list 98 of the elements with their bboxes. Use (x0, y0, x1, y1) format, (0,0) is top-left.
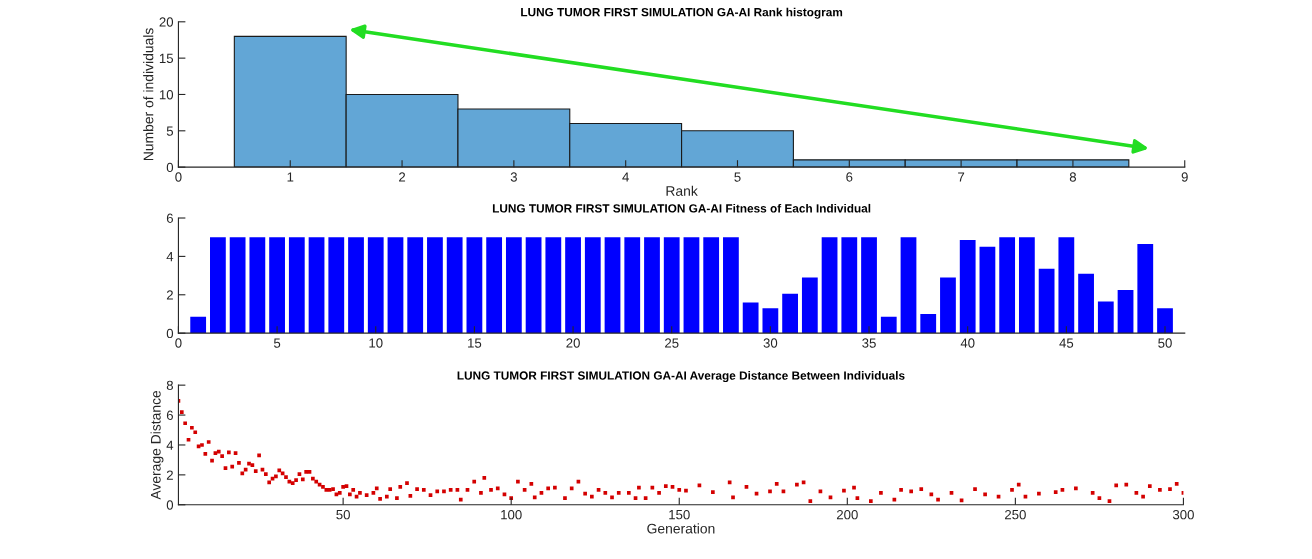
bar (1097, 301, 1114, 334)
x-tick-label: 35 (862, 338, 876, 348)
chart-title: LUNG TUMOR FIRST SIMULATION GA-AI Fitness of Each Individual (492, 203, 871, 213)
x-tick-label: 0 (175, 338, 182, 348)
bar (1078, 273, 1094, 334)
bar (801, 277, 818, 334)
x-tick-label: 25 (665, 338, 679, 348)
y-tick-label: 4 (166, 440, 174, 450)
bar (565, 237, 581, 334)
bar (624, 237, 641, 334)
x-tick-label: 10 (369, 338, 383, 348)
x-tick-label: 250 (1005, 509, 1026, 520)
x-tick-label: 150 (669, 509, 690, 520)
x-tick-label: 15 (468, 338, 482, 348)
bar (979, 246, 996, 334)
bar (229, 237, 246, 334)
bar (545, 237, 562, 334)
bar (1157, 308, 1173, 334)
bar (959, 240, 976, 334)
bar (900, 237, 917, 334)
bar (584, 237, 601, 334)
y-tick-label: 6 (166, 410, 173, 420)
bar (249, 237, 266, 334)
bar (1038, 268, 1055, 334)
bar (210, 237, 226, 334)
x-tick-label: 2 (399, 172, 406, 182)
x-tick-label: 45 (1059, 338, 1074, 348)
bar (486, 237, 503, 334)
y-tick-label: 15 (159, 53, 174, 64)
x-tick-label: 100 (501, 509, 522, 520)
y-tick-label: 20 (159, 17, 174, 27)
x-axis-title: Generation (647, 523, 715, 534)
bar (663, 237, 680, 334)
x-tick-label: 40 (960, 338, 975, 348)
y-tick-label: 2 (166, 290, 173, 300)
bar (683, 237, 700, 334)
bar (387, 237, 404, 334)
x-tick-label: 20 (566, 338, 580, 348)
x-tick-label: 6 (846, 172, 853, 182)
bar (644, 237, 660, 334)
x-tick-label: 1 (287, 172, 294, 182)
bar (999, 237, 1016, 334)
bar (288, 237, 305, 334)
x-tick-label: 50 (1158, 338, 1172, 348)
bar (1018, 237, 1035, 334)
bar (1058, 237, 1075, 334)
bar (861, 237, 877, 334)
bar (446, 237, 463, 334)
bar (525, 237, 542, 334)
x-tick-label: 30 (763, 338, 778, 348)
y-tick-label: 4 (166, 252, 174, 262)
y-axis-title: Average Distance (150, 390, 164, 500)
x-tick-label: 200 (836, 509, 858, 520)
bar (703, 237, 720, 334)
y-tick-label: 0 (166, 500, 174, 510)
y-tick-label: 2 (166, 470, 173, 480)
bar (742, 302, 759, 334)
y-axis-title: Number of individuals (143, 28, 154, 161)
bar (505, 237, 522, 334)
x-tick-label: 0 (175, 172, 182, 182)
bar (328, 237, 345, 334)
y-tick-label: 6 (166, 213, 173, 223)
chart-title: LUNG TUMOR FIRST SIMULATION GA-AI Average Distance Between Individuals (457, 371, 905, 383)
x-tick-label: 3 (510, 172, 517, 182)
x-tick-label: 5 (734, 172, 741, 182)
bar (940, 277, 956, 334)
bar (348, 237, 364, 334)
x-tick-label: 7 (958, 172, 965, 182)
bar (762, 308, 779, 334)
bar (880, 316, 897, 334)
y-tick-label: 0 (166, 328, 174, 339)
x-tick-label: 5 (273, 338, 281, 348)
chart-title: LUNG TUMOR FIRST SIMULATION GA-AI Rank histogram (521, 7, 843, 19)
x-tick-label: 50 (336, 509, 350, 520)
bar (841, 237, 858, 334)
bar (1137, 243, 1154, 334)
bar (407, 237, 424, 334)
x-tick-label: 8 (1069, 172, 1077, 182)
x-tick-label: 300 (1172, 509, 1194, 520)
x-tick-label: 4 (622, 172, 629, 182)
bar (782, 293, 798, 334)
y-tick-label: 8 (166, 380, 173, 391)
bar (269, 237, 285, 334)
y-tick-label: 0 (166, 162, 174, 173)
x-axis-title: Rank (666, 185, 698, 196)
bar (427, 237, 443, 334)
y-tick-label: 10 (159, 90, 174, 100)
y-tick-label: 5 (166, 126, 174, 136)
bar (821, 237, 838, 334)
bar (723, 237, 739, 334)
bar (920, 313, 937, 334)
bar (367, 237, 384, 334)
bar (1117, 289, 1134, 334)
bar (190, 316, 207, 334)
bar (308, 237, 325, 334)
x-tick-label: 9 (1181, 172, 1188, 182)
bar (466, 237, 483, 334)
bar (604, 237, 621, 334)
